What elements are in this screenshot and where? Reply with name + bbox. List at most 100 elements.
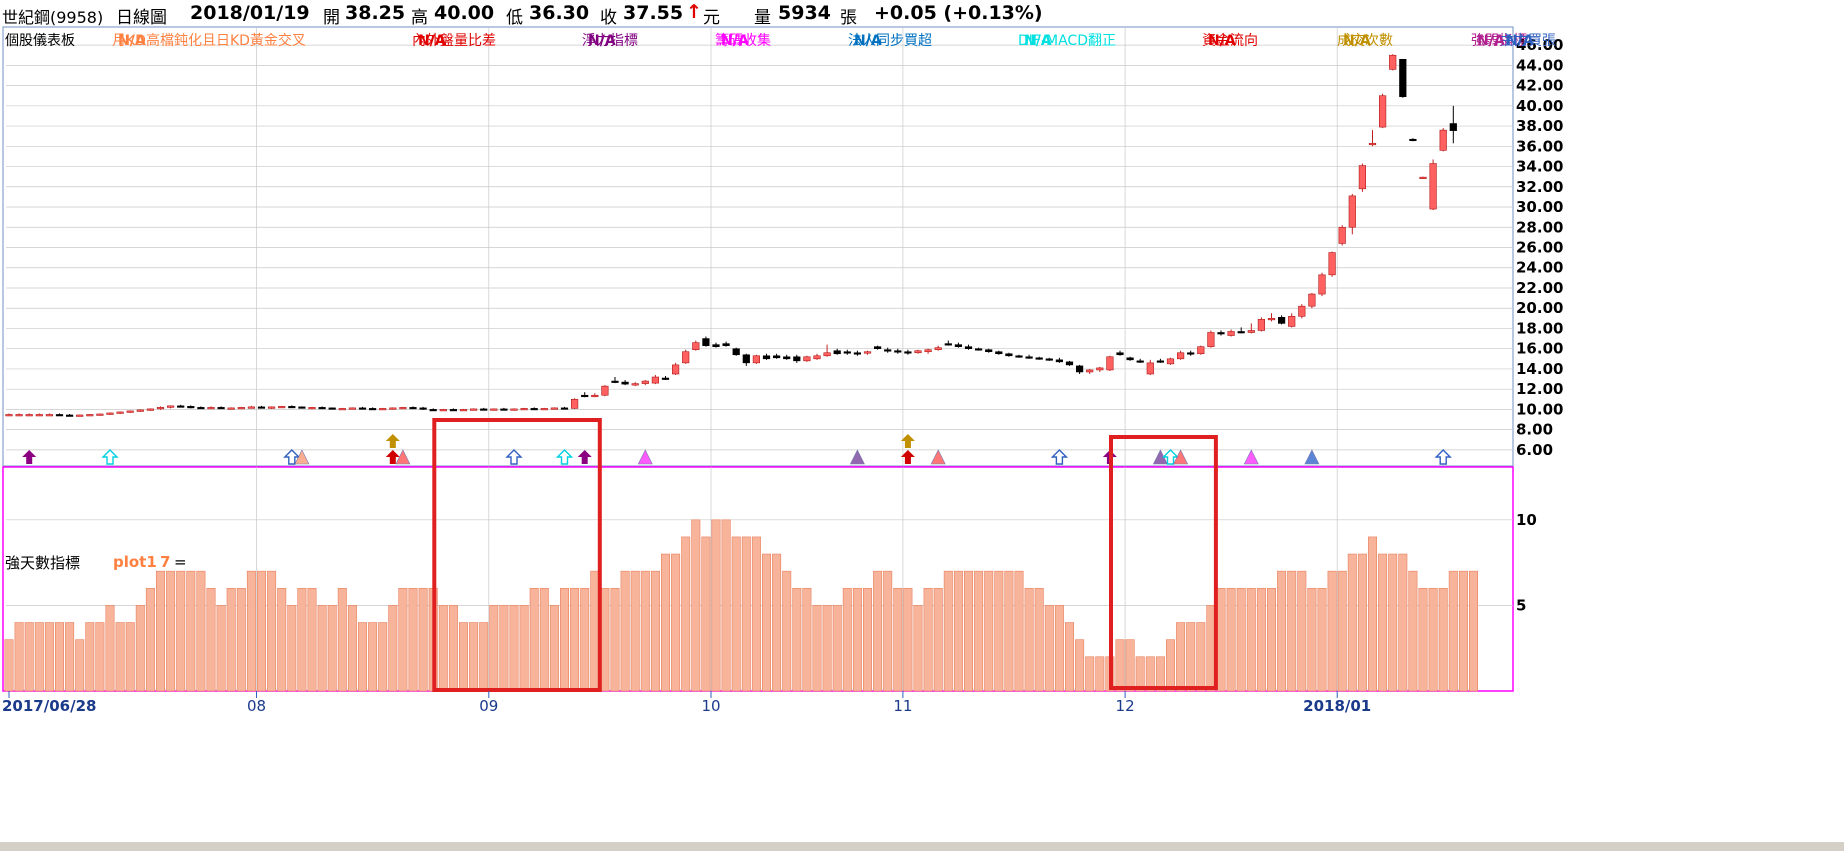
candle-body	[621, 381, 629, 385]
signal-arrow-icon	[385, 450, 400, 464]
volume-label: 量	[754, 8, 771, 28]
indicator-bar	[691, 519, 701, 692]
x-tick-label: 09	[479, 697, 498, 715]
candle-body	[1116, 352, 1124, 356]
indicator-bar	[1327, 570, 1337, 692]
candle-body	[934, 347, 942, 351]
indicator-tick-label: 5	[1516, 596, 1526, 614]
price-tick-label: 16.00	[1516, 340, 1563, 358]
plot1-label: plot1	[113, 553, 157, 571]
candle-body	[116, 411, 124, 414]
open-label: 開	[323, 8, 340, 28]
price-tick-label: 20.00	[1516, 299, 1563, 317]
candle-body	[702, 338, 710, 346]
candle-body	[1267, 318, 1276, 321]
candle-body	[288, 406, 296, 409]
candle-body	[1399, 58, 1407, 98]
candle-body	[1146, 362, 1154, 375]
candle-body	[267, 406, 276, 409]
indicator-bar	[660, 553, 670, 692]
close-value: 37.55	[623, 2, 684, 24]
signal-triangle-icon	[1304, 449, 1320, 465]
price-tick-label: 34.00	[1516, 158, 1563, 176]
stock-name: 世紀鋼(9958)	[2, 8, 104, 27]
indicator-bar	[489, 605, 499, 692]
indicator-bar	[1206, 605, 1216, 692]
candle-body	[631, 383, 639, 386]
indicator-legend-label: 強弱指標	[1471, 33, 1527, 49]
indicator-bar	[95, 622, 105, 692]
signal-triangle-icon	[930, 449, 946, 465]
candle-body	[682, 351, 690, 364]
price-tick-label: 38.00	[1516, 117, 1563, 135]
indicator-legend-value: N/A	[1343, 33, 1371, 49]
candle-body	[1278, 317, 1286, 324]
indicator-bar	[34, 622, 44, 692]
indicator-bar	[499, 605, 509, 692]
indicator-legend-label: 淨力指標	[582, 33, 638, 49]
candle-body	[853, 352, 861, 355]
indicator-bar	[1135, 656, 1145, 692]
signal-triangle-icon	[1173, 449, 1189, 465]
indicator-bar	[903, 587, 913, 692]
indicator-bar	[681, 536, 691, 692]
indicator-bar	[671, 553, 681, 692]
signal-markers	[22, 434, 1452, 465]
indicator-bar	[580, 587, 590, 692]
signal-arrow-icon	[577, 450, 592, 464]
candle-body	[671, 364, 680, 375]
candle-body	[328, 407, 336, 410]
price-tick-label: 32.00	[1516, 178, 1563, 196]
indicator-bar	[196, 570, 206, 692]
signal-arrow-icon	[900, 450, 915, 464]
price-y-axis: 6.00 8.00 10.00 12.00 14.00 16.00 18.00 20.00 22…	[1516, 36, 1563, 459]
candle-body	[1005, 353, 1013, 357]
indicator-bar	[1428, 587, 1438, 692]
indicator-bar	[24, 622, 34, 692]
signal-triangle-icon	[637, 449, 653, 465]
close-label: 收	[600, 8, 617, 28]
indicator-bar	[974, 570, 984, 692]
candle-body	[429, 409, 437, 412]
indicator-bar	[570, 587, 580, 692]
candle-body	[167, 405, 175, 408]
indicator-bar	[1125, 639, 1135, 692]
candle-body	[480, 408, 488, 411]
candle-body	[1389, 54, 1397, 70]
indicator-bar	[267, 570, 277, 692]
indicator-bar	[539, 587, 549, 692]
indicator-bar	[54, 622, 64, 692]
candle-body	[358, 407, 367, 410]
indicator-legend-value: N/A	[1477, 33, 1505, 49]
candle-body	[752, 355, 760, 364]
price-tick-label: 46.00	[1516, 36, 1563, 54]
indicator-bar	[1388, 553, 1398, 692]
indicator-bar	[1034, 587, 1044, 692]
indicator-bar	[287, 605, 297, 692]
indicator-legend-label: 資金流向	[1202, 33, 1258, 49]
candle-body	[1166, 358, 1175, 365]
candle-body	[348, 407, 357, 410]
indicator-bar	[458, 622, 468, 692]
candle-body	[1449, 123, 1457, 131]
candle-body	[1217, 332, 1225, 335]
candle-body	[783, 356, 791, 360]
candle-body	[823, 352, 831, 357]
candle-body	[156, 407, 165, 410]
indicator-bar	[1297, 570, 1307, 692]
high-label: 高	[411, 8, 428, 28]
candle-body	[964, 346, 973, 349]
signal-hollow-arrow-icon	[1434, 449, 1452, 465]
candle-body	[520, 408, 528, 411]
indicator-bar	[156, 570, 166, 692]
indicator-bar	[852, 587, 862, 692]
indicator-bar	[630, 570, 640, 692]
candle-body	[45, 414, 53, 417]
chart-kind: 日線圖	[116, 8, 167, 28]
highlight-box	[1109, 435, 1218, 690]
price-tick-label: 42.00	[1516, 77, 1563, 95]
candle-body	[1409, 138, 1417, 142]
candle-body	[550, 407, 558, 410]
indicator-bar	[65, 622, 75, 692]
signal-arrow-icon	[900, 434, 915, 448]
